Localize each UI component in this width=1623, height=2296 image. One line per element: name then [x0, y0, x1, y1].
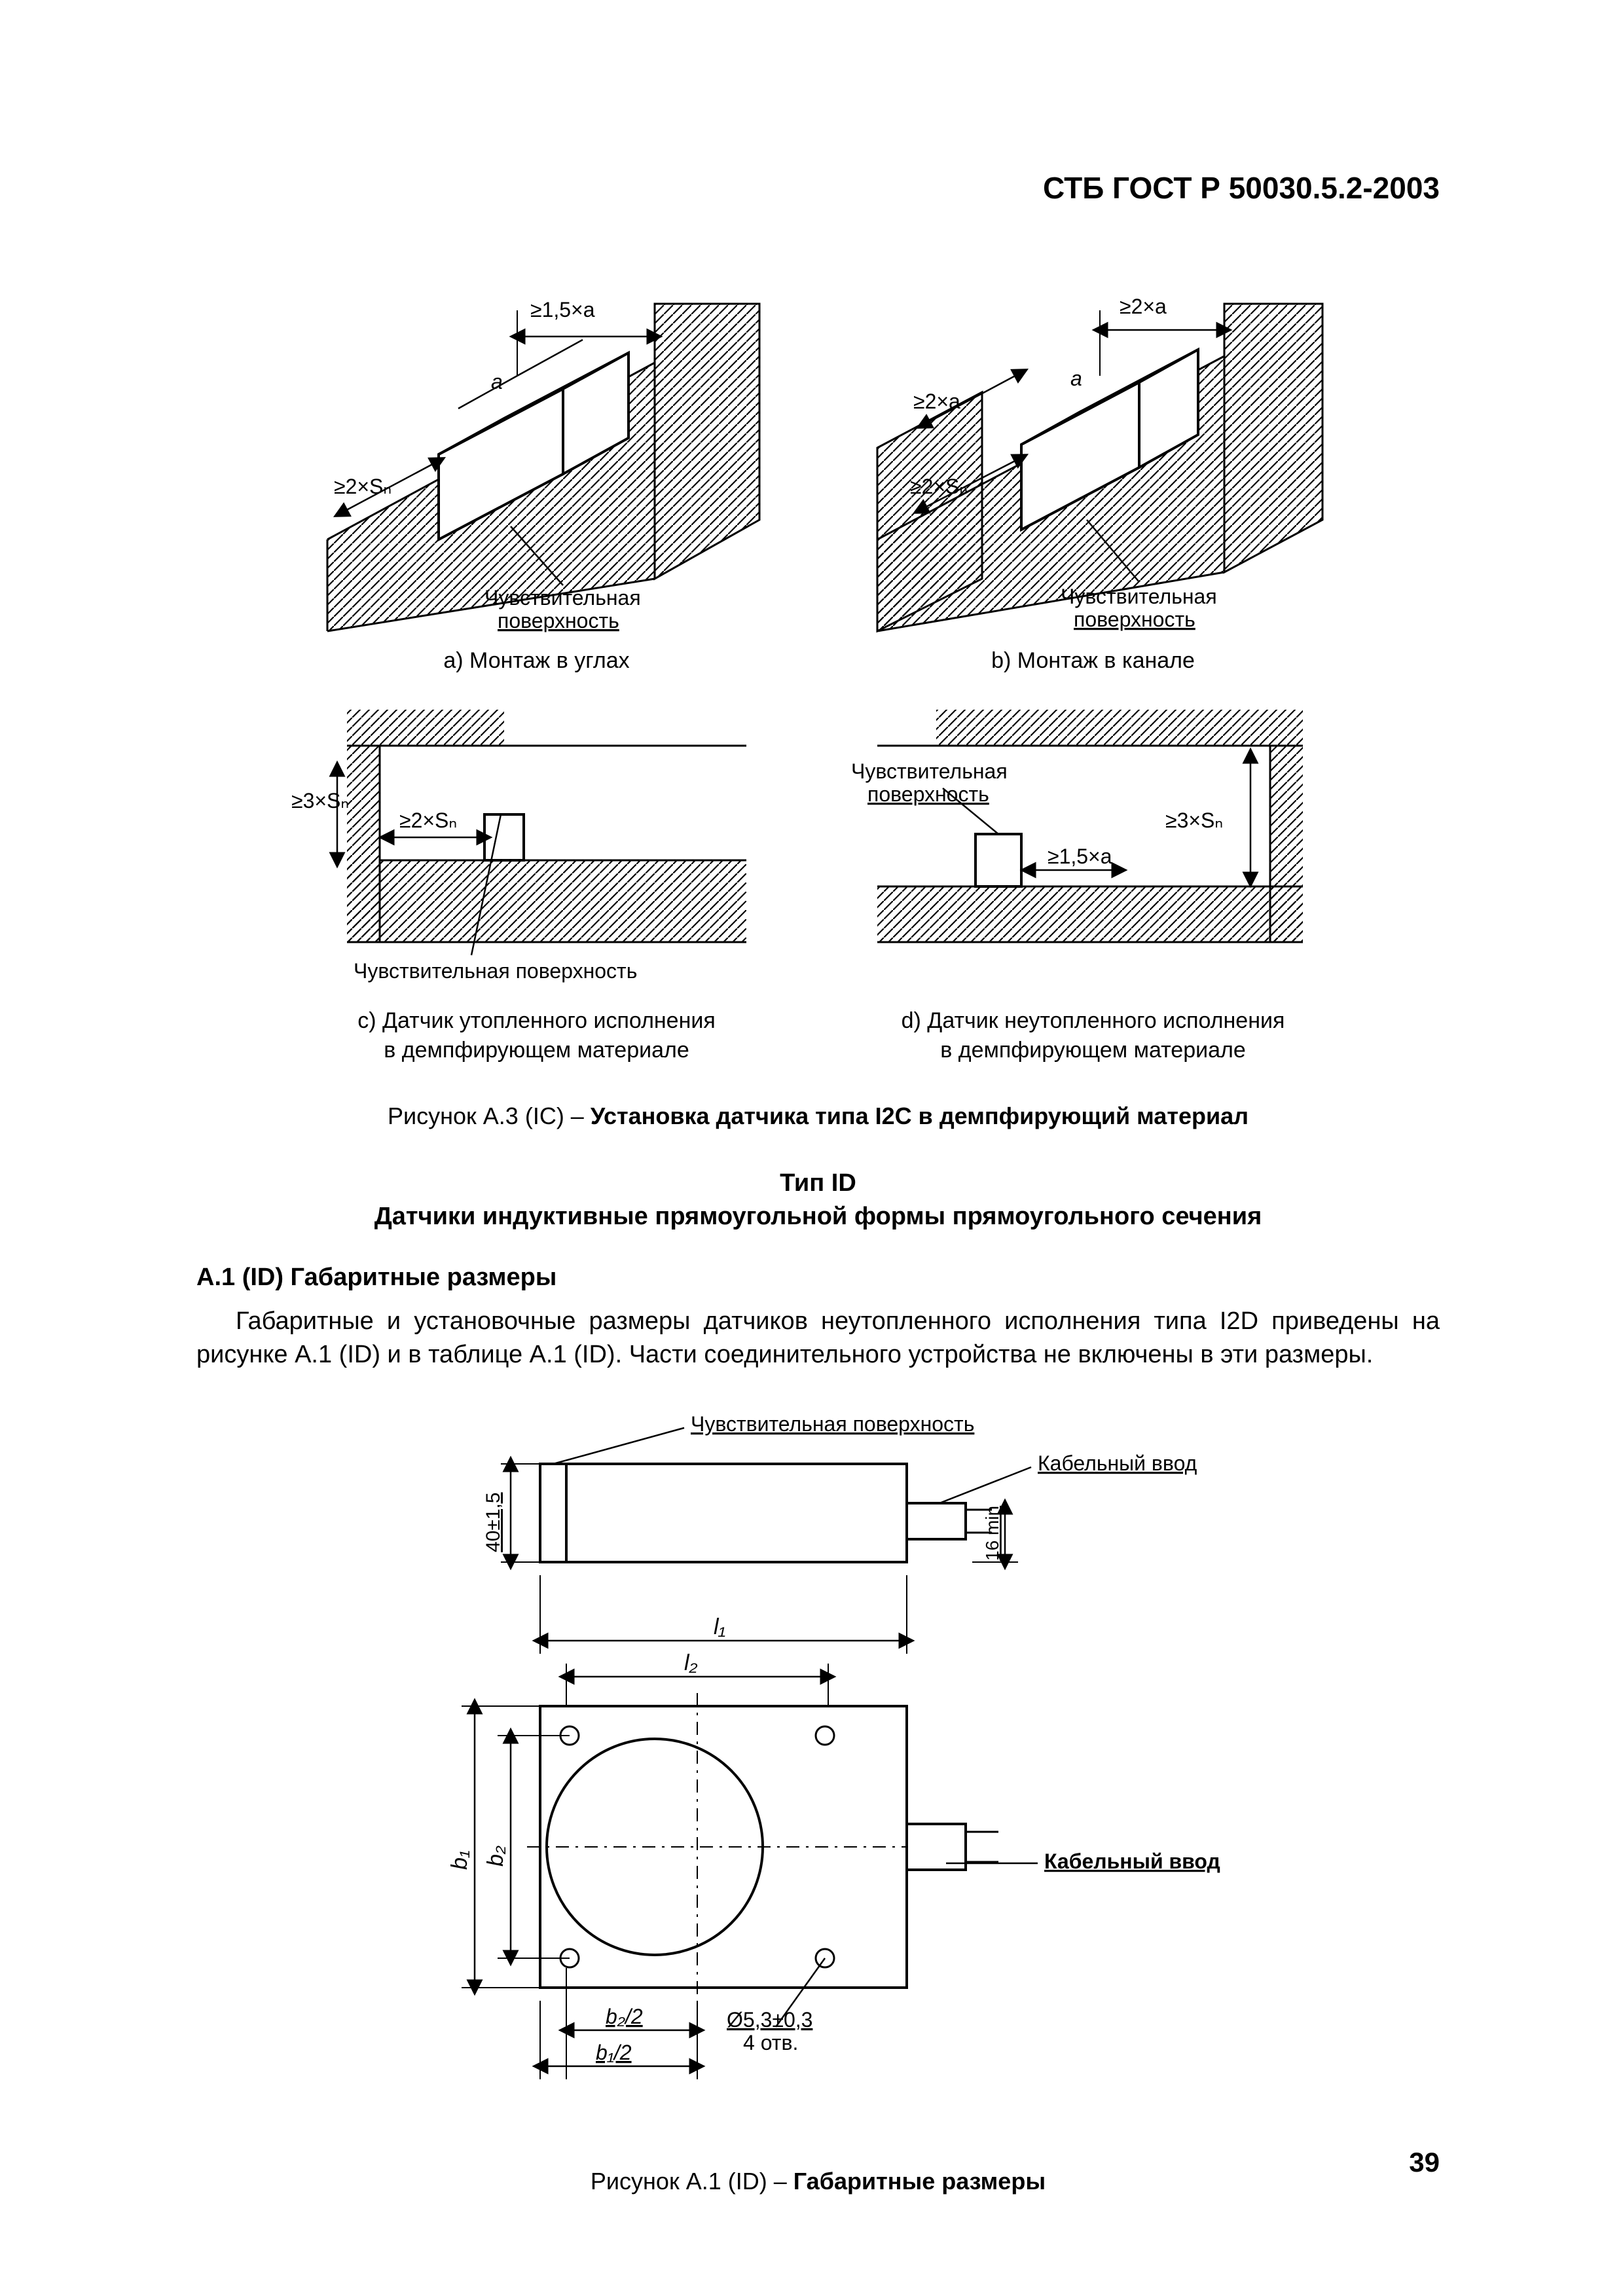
- label-front-b: ≥2×a: [913, 390, 960, 413]
- label-b2half: b₂/2: [606, 2005, 643, 2028]
- figure-a3-panel-b: a ≥2×a ≥2×a ≥2×Sₙ Чувствительная поверхн…: [838, 278, 1349, 674]
- figure-a3-d-caption-1: d) Датчик неутопленного исполнения: [838, 1008, 1349, 1034]
- figure-a3-row2: ≥3×Sₙ ≥2×Sₙ Чувствительная поверхность c…: [288, 690, 1349, 1063]
- document-header: СТБ ГОСТ Р 50030.5.2-2003: [196, 170, 1440, 206]
- figure-a3-a-caption: a) Монтаж в углах: [288, 648, 786, 674]
- label-cable-entry-top: Кабельный ввод: [1038, 1451, 1197, 1475]
- label-b1half: b₁/2: [596, 2041, 632, 2064]
- figure-a3-row1: a ≥1,5×a ≥2×Sₙ Чувствительная поверхност…: [288, 278, 1349, 674]
- label-sens-surface: Чувствительная поверхность: [691, 1412, 974, 1436]
- figure-a1-id-caption-prefix: Рисунок А.1 (ID) –: [591, 2168, 793, 2195]
- label-1p5a-d: ≥1,5×a: [1048, 845, 1112, 868]
- label-2sn: ≥2×Sₙ: [334, 475, 392, 498]
- page-number: 39: [1409, 2147, 1440, 2178]
- label-sens2-b: поверхность: [1074, 608, 1195, 631]
- label-3sn-c: ≥3×Sₙ: [291, 789, 349, 812]
- label-1p5a: ≥1,5×a: [530, 298, 595, 321]
- label-sens2: поверхность: [498, 609, 619, 632]
- label-cable-entry-bottom: Кабельный ввод: [1044, 1850, 1220, 1873]
- figure-a1-id-caption-bold: Габаритные размеры: [793, 2168, 1046, 2195]
- label-l1: l₁: [714, 1614, 725, 1639]
- label-sens1-b: Чувствительная: [1061, 585, 1217, 608]
- label-a-b: a: [1070, 367, 1082, 390]
- figure-a1-id-caption: Рисунок А.1 (ID) – Габаритные размеры: [344, 2168, 1293, 2195]
- figure-a3-panel-d: Чувствительная поверхность ≥1,5×a ≥3×Sₙ …: [838, 690, 1349, 1063]
- label-sens2-d: поверхность: [867, 782, 989, 806]
- figure-a3-caption-bold: Установка датчика типа I2C в демпфирующи…: [591, 1102, 1249, 1129]
- figure-a3-panel-c: ≥3×Sₙ ≥2×Sₙ Чувствительная поверхность c…: [288, 690, 786, 1063]
- figure-a3-caption-prefix: Рисунок А.3 (IC) –: [388, 1102, 591, 1129]
- figure-a3-b-caption: b) Монтаж в канале: [838, 648, 1349, 674]
- label-b1: b₁: [447, 1850, 472, 1870]
- type-id-subtitle: Датчики индуктивные прямоугольной формы …: [196, 1203, 1440, 1231]
- label-sens1-d: Чувствительная: [851, 759, 1008, 783]
- label-top-b: ≥2×a: [1120, 295, 1167, 318]
- label-2sn-c: ≥2×Sₙ: [399, 809, 457, 832]
- type-id-title: Тип ID: [196, 1169, 1440, 1197]
- page: СТБ ГОСТ Р 50030.5.2-2003: [0, 0, 1623, 2296]
- figure-a3-caption: Рисунок А.3 (IC) – Установка датчика тип…: [288, 1102, 1349, 1130]
- label-16min: 16 min: [982, 1506, 1002, 1561]
- label-hole-count: 4 отв.: [743, 2031, 798, 2054]
- figure-a1-id: Чувствительная поверхность Кабельный вво…: [344, 1405, 1293, 2195]
- label-2sn-b: ≥2×Sₙ: [910, 475, 968, 498]
- label-3sn-d: ≥3×Sₙ: [1165, 809, 1223, 832]
- label-sens-c: Чувствительная поверхность: [354, 959, 637, 983]
- label-b2: b₂: [483, 1846, 508, 1867]
- paragraph-a1-id: Габаритные и установочные размеры датчик…: [196, 1305, 1440, 1372]
- label-sens1: Чувствительная: [484, 586, 641, 610]
- figure-a3-c-caption-2: в демпфирующем материале: [288, 1038, 786, 1063]
- figure-a3: a ≥1,5×a ≥2×Sₙ Чувствительная поверхност…: [288, 278, 1349, 1130]
- label-a: a: [491, 370, 503, 393]
- figure-a3-d-caption-2: в демпфирующем материале: [838, 1038, 1349, 1063]
- heading-a1-id: А.1 (ID) Габаритные размеры: [196, 1264, 1440, 1292]
- label-40: 40±1,5: [483, 1492, 504, 1552]
- label-l2: l₂: [684, 1650, 698, 1675]
- figure-a3-c-caption-1: c) Датчик утопленного исполнения: [288, 1008, 786, 1034]
- label-hole-dia: Ø5,3±0,3: [727, 2008, 812, 2032]
- figure-a3-panel-a: a ≥1,5×a ≥2×Sₙ Чувствительная поверхност…: [288, 278, 786, 674]
